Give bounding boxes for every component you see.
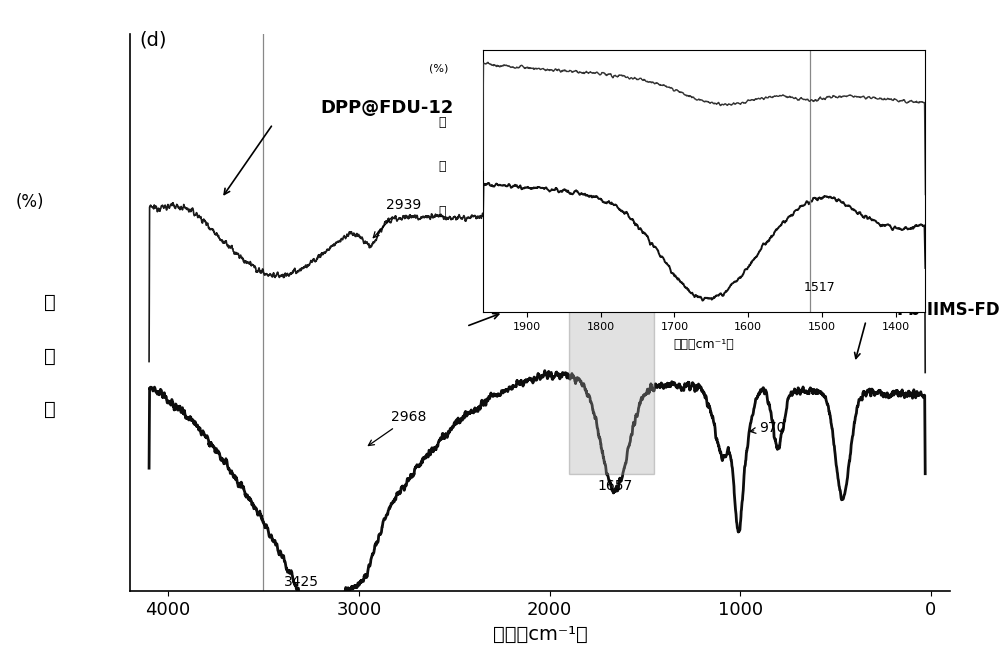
Text: DPP@FDU-12: DPP@FDU-12	[321, 99, 454, 118]
Text: 970: 970	[750, 421, 786, 435]
Text: 1657: 1657	[597, 479, 633, 493]
Text: 1088: 1088	[718, 235, 754, 249]
Text: 801: 801	[775, 198, 801, 212]
Text: 2939: 2939	[373, 198, 421, 238]
Text: 2968: 2968	[368, 411, 427, 446]
Text: (%): (%)	[16, 193, 44, 210]
Text: 率: 率	[44, 401, 56, 419]
Text: Pb-IIMS-FDU-12: Pb-IIMS-FDU-12	[897, 301, 1000, 319]
X-axis label: 波数（cm⁻¹）: 波数（cm⁻¹）	[493, 625, 587, 644]
Text: (d): (d)	[140, 30, 167, 50]
Text: 过: 过	[44, 347, 56, 366]
Text: 463: 463	[840, 214, 867, 228]
Bar	[569, 124, 654, 474]
Text: 透: 透	[44, 293, 56, 312]
Text: 3425: 3425	[284, 575, 319, 589]
